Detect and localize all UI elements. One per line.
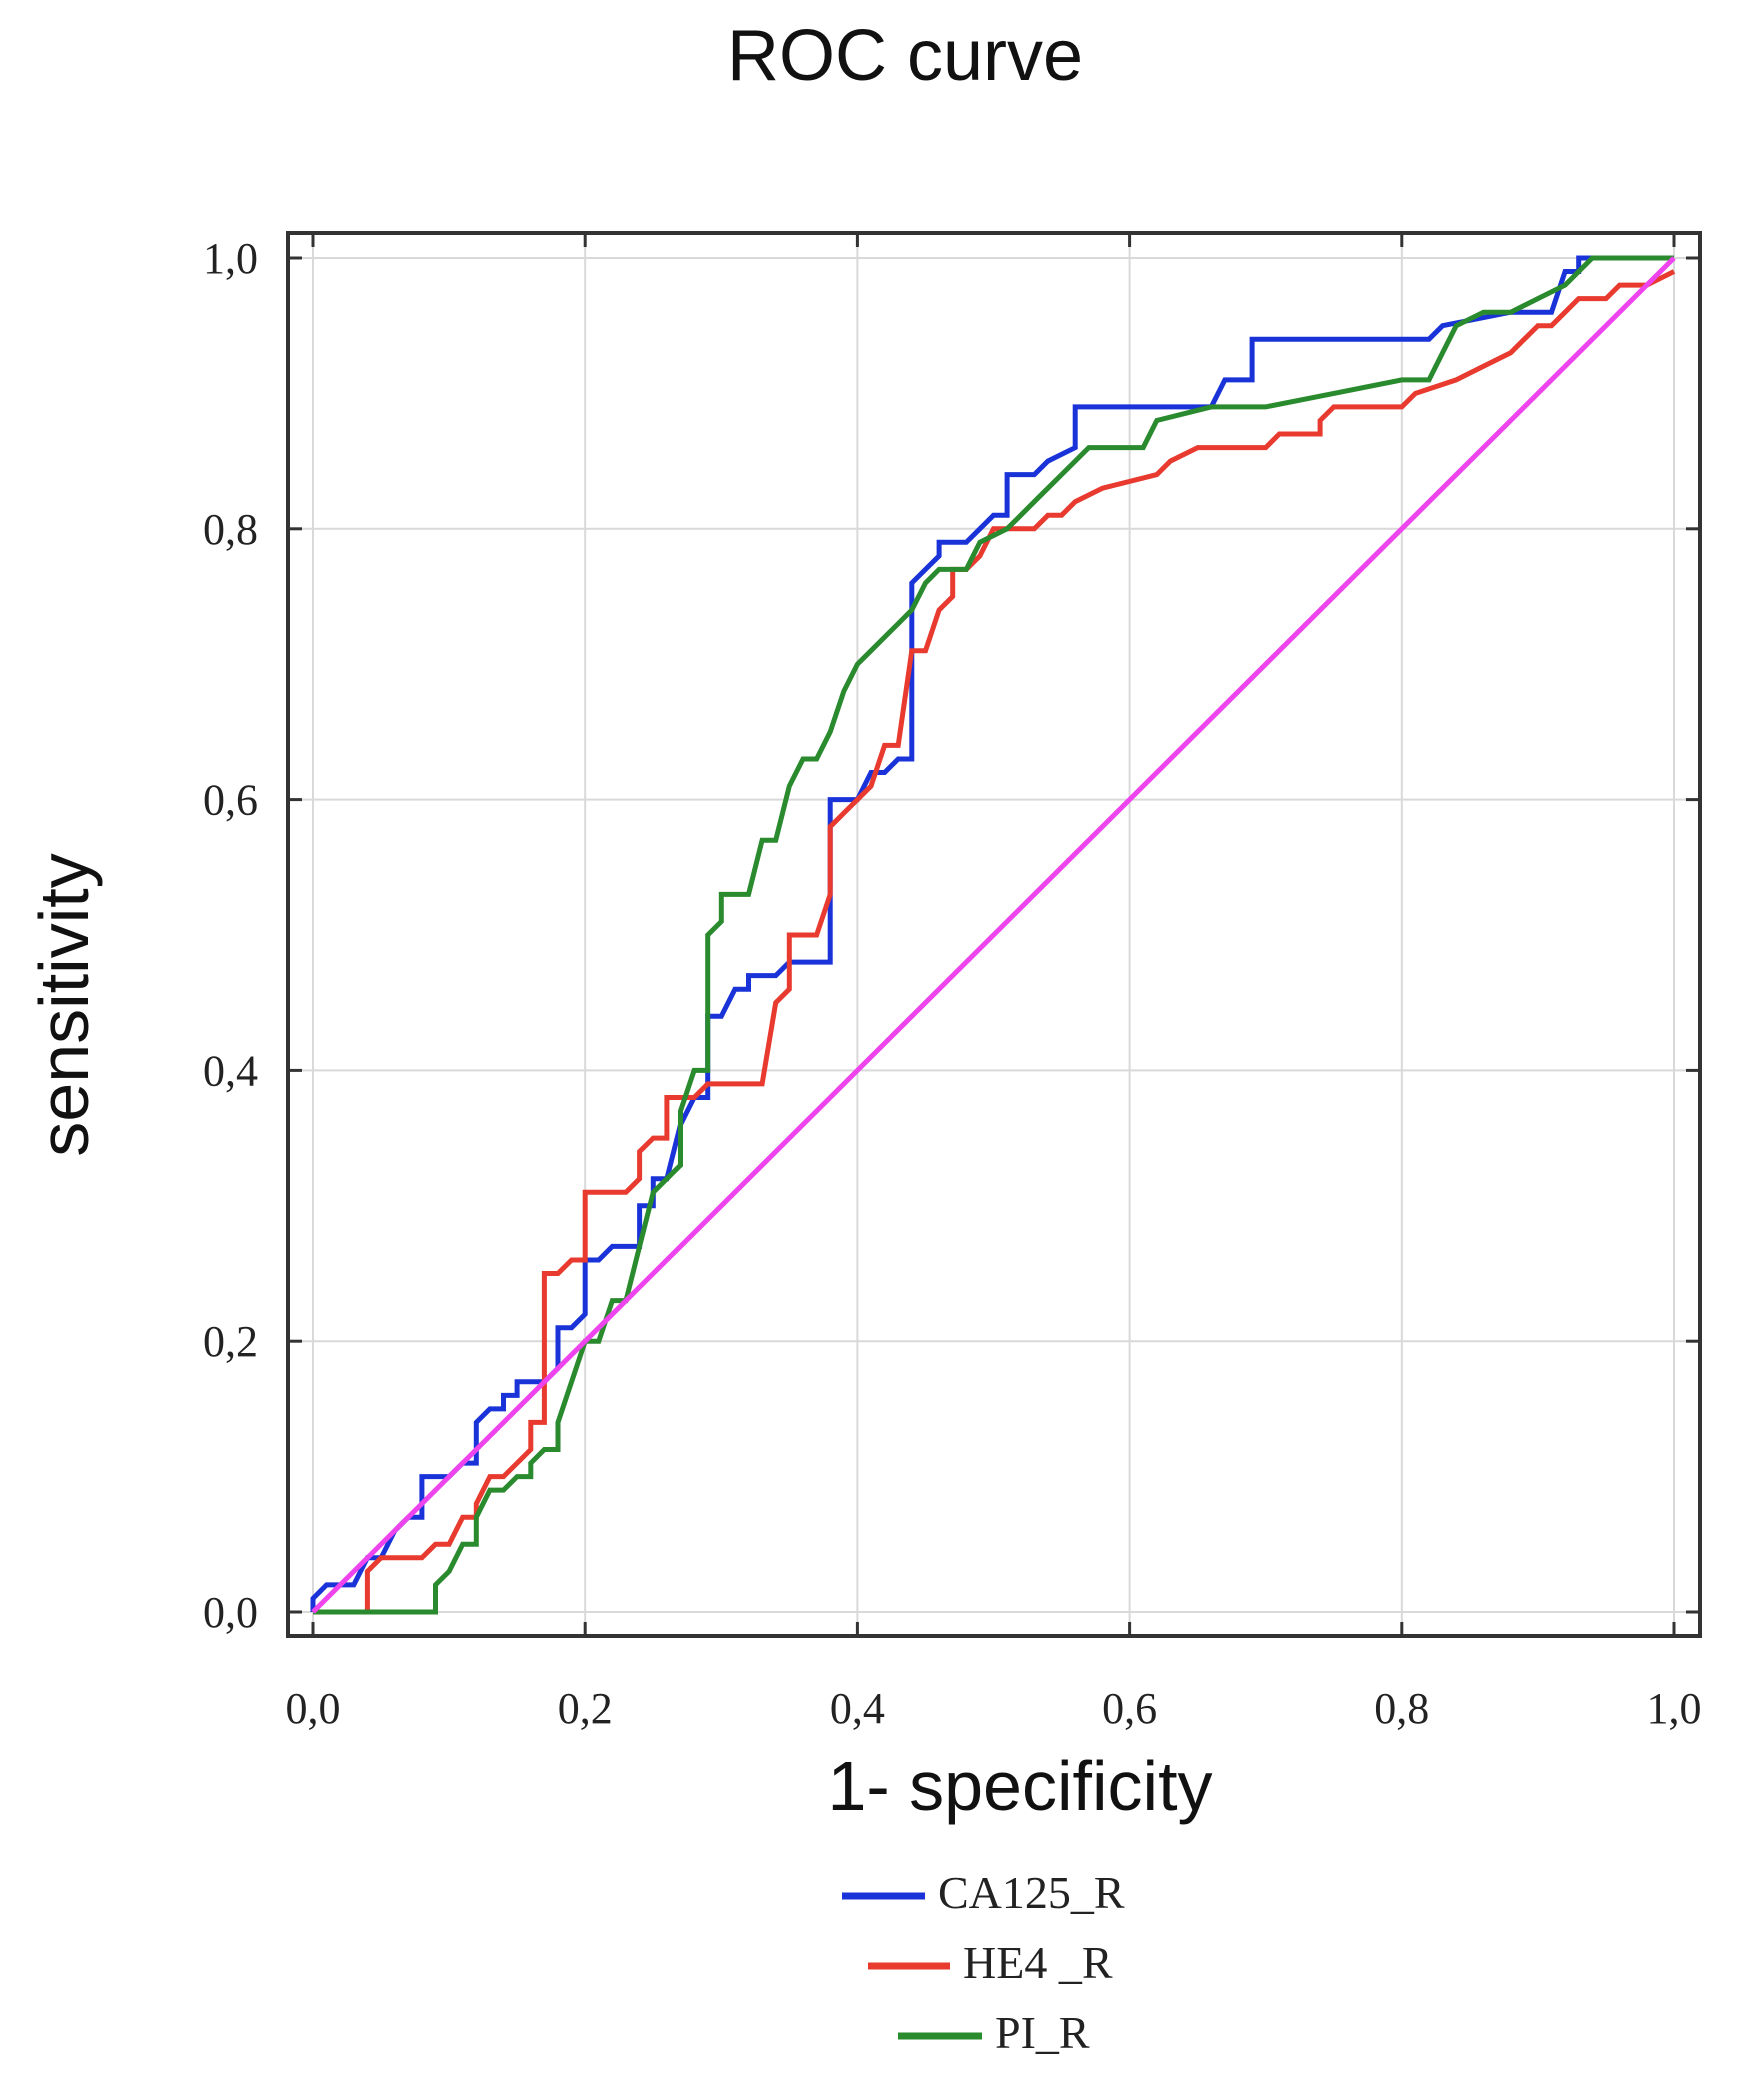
x-tick-label: 1,0 [1647, 1684, 1702, 1733]
y-tick-label: 0,8 [203, 505, 258, 554]
series-line-he4-r [313, 269, 1676, 1615]
series-group [310, 255, 1676, 1615]
legend-label-he4-r: HE4 _R [963, 1937, 1113, 1988]
x-tick-label: 0,8 [1374, 1684, 1429, 1733]
x-tick-label: 0,4 [830, 1684, 885, 1733]
series-line-ca125-r [310, 255, 1674, 1612]
chart-title: ROC curve [727, 16, 1083, 96]
y-tick-label: 0,4 [203, 1046, 258, 1095]
y-tick-label: 0,0 [203, 1588, 258, 1637]
x-axis-title: 1- specificity [827, 1747, 1212, 1825]
x-tick-label: 0,0 [286, 1684, 341, 1733]
ticks: 0,0 0,2 0,4 0,6 0,8 1,0 0,0 0,2 0,4 0,6 0,8 1,0 [203, 233, 1702, 1733]
legend-label-pi-r: PI_R [995, 2007, 1090, 2058]
grid [288, 233, 1700, 1636]
y-axis-title: sensitivity [25, 853, 103, 1156]
series-line-pi-r [313, 255, 1674, 1615]
y-tick-label: 0,2 [203, 1317, 258, 1366]
legend: CA125_R HE4 _R PI_R [842, 1867, 1125, 2058]
legend-label-ca125-r: CA125_R [938, 1867, 1125, 1918]
y-tick-label: 1,0 [203, 234, 258, 283]
plot-frame [286, 231, 1702, 1638]
y-tick-label: 0,6 [203, 776, 258, 825]
series-line-reference [311, 256, 1676, 1614]
x-tick-label: 0,6 [1102, 1684, 1157, 1733]
x-tick-label: 0,2 [558, 1684, 613, 1733]
